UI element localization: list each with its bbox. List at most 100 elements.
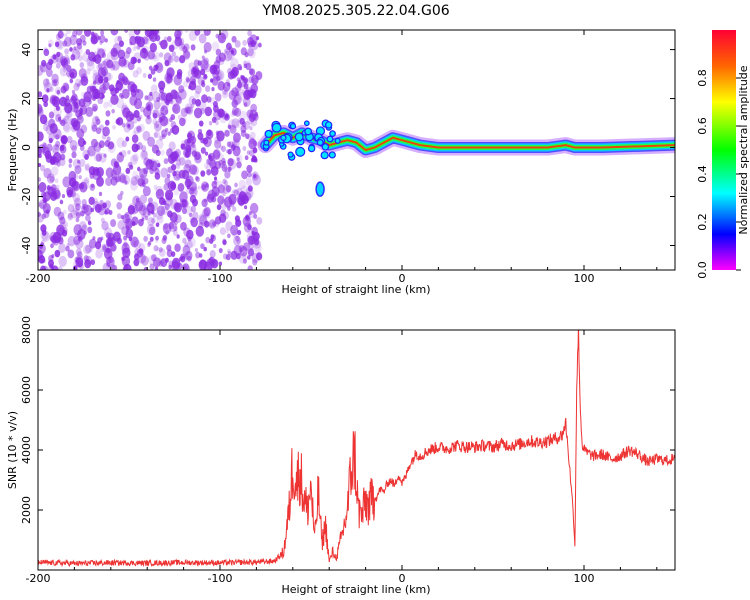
noise-blotch <box>141 213 146 219</box>
noise-blotch <box>41 94 49 103</box>
noise-blotch <box>79 61 85 68</box>
noise-blotch <box>122 88 130 99</box>
snr-xtick-label: 0 <box>399 572 406 585</box>
noise-blotch <box>56 233 64 242</box>
noise-blotch <box>136 67 142 75</box>
noise-blotch <box>181 207 187 215</box>
noise-blotch <box>77 251 83 259</box>
noise-blotch <box>102 81 106 86</box>
noise-blotch <box>240 129 247 138</box>
noise-blotch <box>217 195 225 205</box>
noise-blotch <box>146 202 155 214</box>
noise-blotch <box>116 201 123 210</box>
noise-blotch <box>245 197 249 202</box>
noise-blotch <box>89 85 95 92</box>
noise-blotch <box>153 245 159 252</box>
noise-blotch <box>75 257 84 268</box>
noise-blotch <box>214 136 220 144</box>
noise-blotch <box>93 151 103 162</box>
noise-blotch <box>75 45 83 55</box>
noise-blotch <box>215 130 220 136</box>
noise-blotch <box>106 256 115 268</box>
noise-blotch <box>122 213 130 224</box>
noise-blotch <box>140 255 149 266</box>
noise-blotch <box>163 36 168 42</box>
noise-blotch <box>252 173 257 179</box>
noise-blotch <box>169 198 178 210</box>
noise-blotch <box>222 86 228 95</box>
noise-blotch <box>245 215 250 220</box>
noise-blotch <box>185 205 193 215</box>
noise-blotch <box>45 78 49 83</box>
noise-blotch <box>87 145 96 157</box>
noise-blotch <box>54 249 61 258</box>
noise-blotch <box>199 101 207 111</box>
colorbar-tick-label: 0.2 <box>696 213 709 231</box>
noise-blotch <box>112 124 116 130</box>
noise-blotch <box>213 179 217 185</box>
spectrogram-frame <box>37 29 676 271</box>
noise-blotch <box>204 106 213 117</box>
noise-blotch <box>227 124 232 129</box>
noise-blotch <box>63 57 71 66</box>
noise-blotch <box>169 151 178 162</box>
noise-blotch <box>104 139 110 148</box>
noise-blotch <box>238 253 247 264</box>
noise-blotch <box>38 248 43 258</box>
noise-blotch <box>90 259 96 266</box>
noise-blotch <box>203 207 211 217</box>
noise-blotch <box>77 137 86 147</box>
noise-blotch <box>80 124 88 134</box>
noise-blotch <box>119 151 123 156</box>
noise-blotch <box>190 44 196 51</box>
noise-blotch <box>164 59 170 67</box>
noise-blotch <box>168 264 172 270</box>
noise-blotch <box>78 68 87 79</box>
noise-blotch <box>214 178 219 184</box>
noise-blotch <box>200 68 206 76</box>
colorbar-ticks: 0.0 0.2 0.4 0.6 0.8 <box>696 69 741 279</box>
noise-blotch <box>78 263 84 270</box>
spectrogram-xtick-label: 0 <box>399 272 406 285</box>
noise-blotch <box>84 163 91 171</box>
snr-xtick-label: -100 <box>208 572 233 585</box>
noise-blotch <box>233 235 241 247</box>
noise-blotch <box>251 252 260 263</box>
noise-blotch <box>245 177 253 187</box>
noise-blotch <box>48 259 55 268</box>
noise-blotch <box>180 140 187 149</box>
noise-blotch <box>231 190 235 195</box>
noise-blotch <box>222 192 226 197</box>
noise-blotch <box>62 40 68 47</box>
noise-blotch <box>154 172 161 180</box>
noise-blotch <box>233 94 242 105</box>
noise-blotch <box>197 185 201 190</box>
noise-blotch <box>180 43 186 50</box>
noise-blotch <box>90 207 95 213</box>
noise-blotch <box>126 47 132 55</box>
noise-blotch <box>158 91 166 101</box>
noise-blotch <box>38 131 44 142</box>
noise-blotch <box>149 91 153 97</box>
noise-blotch <box>151 51 160 63</box>
noise-blotch <box>115 97 125 109</box>
noise-blotch <box>155 62 164 74</box>
noise-blotch <box>222 239 227 246</box>
noise-blotch <box>69 47 73 52</box>
noise-blotch <box>43 123 49 132</box>
noise-blotch <box>112 95 119 104</box>
noise-blotch <box>42 191 51 202</box>
noise-blotch <box>168 44 175 53</box>
noise-blotch <box>149 236 154 242</box>
noise-blotch <box>170 121 177 129</box>
noise-blotch <box>160 167 169 178</box>
noise-blotch <box>77 55 83 62</box>
noise-blotch <box>161 198 166 204</box>
noise-blotch <box>90 183 95 189</box>
noise-blotch <box>148 159 153 164</box>
noise-blotch <box>102 202 107 209</box>
noise-blotch <box>95 118 101 125</box>
noise-blotch <box>94 116 99 122</box>
noise-blotch <box>52 144 60 154</box>
noise-blotch <box>124 180 128 185</box>
